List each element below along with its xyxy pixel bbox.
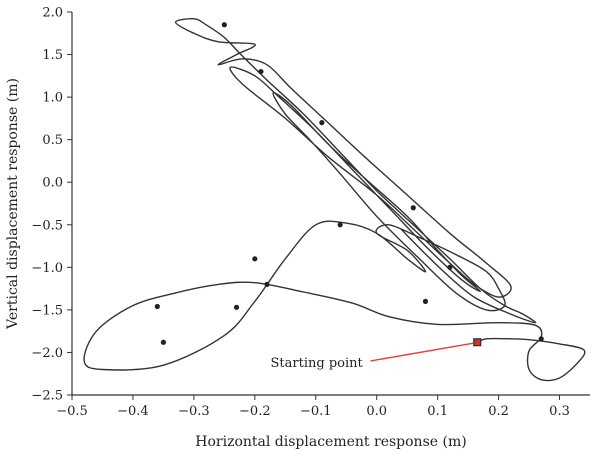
x-tick-label: 0.2 — [488, 404, 509, 419]
x-tick-label: −0.1 — [300, 404, 332, 419]
direction-marker — [538, 336, 544, 342]
x-tick-label: −0.2 — [239, 404, 271, 419]
y-axis-title: Vertical displacement response (m) — [5, 78, 21, 330]
direction-marker — [447, 264, 453, 270]
y-tick-label: −2.5 — [31, 389, 63, 404]
direction-marker — [337, 222, 343, 228]
x-tick-label: −0.3 — [178, 404, 210, 419]
x-tick-label: 0.0 — [366, 404, 387, 419]
y-tick-label: −1.5 — [31, 303, 63, 318]
y-tick-label: 1.5 — [42, 48, 63, 63]
y-tick-label: −2.0 — [31, 346, 63, 361]
x-tick-label: −0.5 — [56, 404, 88, 419]
direction-marker — [319, 120, 325, 126]
ticks: −0.5 −0.4 −0.3 −0.2 −0.1 0.0 0.1 0.2 0.3 −2.5 −2.0… — [31, 6, 569, 420]
starting-point-marker — [473, 338, 482, 347]
direction-marker — [422, 298, 429, 304]
direction-marker — [252, 256, 258, 262]
y-tick-label: 0.0 — [42, 176, 63, 191]
x-tick-label: 0.3 — [549, 404, 570, 419]
y-tick-label: −0.5 — [31, 218, 63, 233]
direction-marker — [221, 22, 227, 28]
y-tick-label: −1.0 — [31, 261, 63, 276]
annotation-label: Starting point — [271, 356, 364, 371]
y-tick-label: 1.0 — [42, 91, 63, 106]
direction-marker — [154, 303, 160, 310]
x-tick-label: 0.1 — [427, 404, 448, 419]
direction-marker — [264, 281, 270, 287]
trajectory-line — [83, 18, 586, 382]
x-axis-title: Horizontal displacement response (m) — [195, 434, 466, 450]
direction-marker — [258, 68, 264, 75]
annotation-leader-line — [370, 342, 474, 362]
plot-area — [83, 18, 586, 382]
direction-marker — [410, 205, 416, 211]
y-tick-label: 2.0 — [42, 6, 63, 21]
axes — [71, 12, 590, 396]
direction-marker — [233, 304, 240, 310]
direction-marker — [160, 339, 167, 345]
x-tick-label: −0.4 — [117, 404, 149, 419]
y-tick-label: 0.5 — [42, 133, 63, 148]
